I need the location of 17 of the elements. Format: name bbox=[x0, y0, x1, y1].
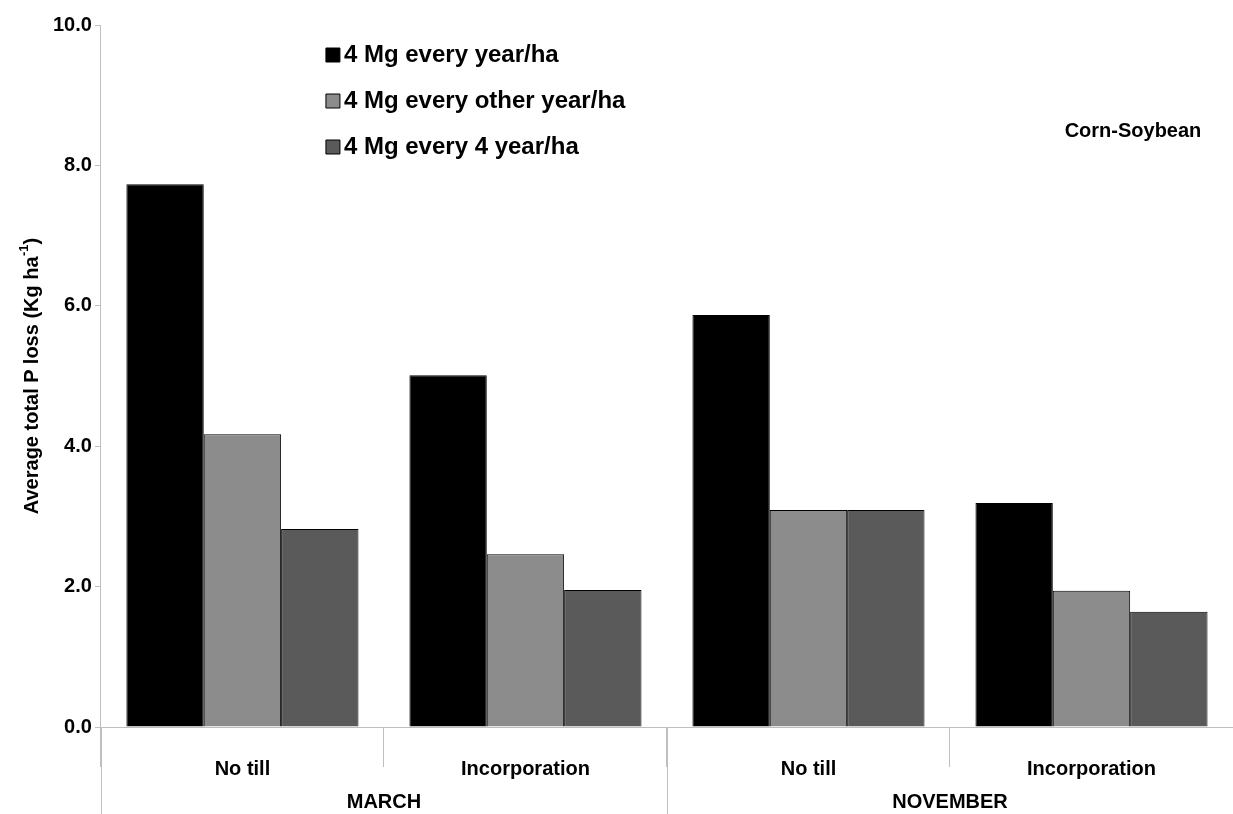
y-tick-label: 4.0 bbox=[64, 433, 92, 456]
y-tick-label: 10.0 bbox=[52, 12, 92, 35]
y-axis-title: Average total P loss (Kg ha-1) bbox=[15, 237, 42, 515]
y-tick-label: 2.0 bbox=[64, 574, 92, 597]
y-tick-label: 0.0 bbox=[64, 714, 92, 737]
y-tick-label: 8.0 bbox=[64, 152, 92, 175]
annotation: Corn-Soybean bbox=[1064, 118, 1202, 141]
legend-label: 4 Mg every 4 year/ha bbox=[343, 131, 580, 159]
text: MARCH bbox=[346, 789, 422, 812]
x-tick-label: No till bbox=[780, 756, 837, 779]
text: NOVEMBER bbox=[892, 789, 1009, 812]
y-tick-label: 6.0 bbox=[64, 293, 92, 316]
legend-label: 4 Mg every other year/ha bbox=[343, 85, 627, 113]
x-tick-label: Incorporation bbox=[1027, 756, 1156, 779]
x-tick-label: Incorporation bbox=[461, 756, 590, 779]
legend-label: 4 Mg every year/ha bbox=[343, 39, 560, 67]
x-tick-label: No till bbox=[214, 756, 271, 779]
